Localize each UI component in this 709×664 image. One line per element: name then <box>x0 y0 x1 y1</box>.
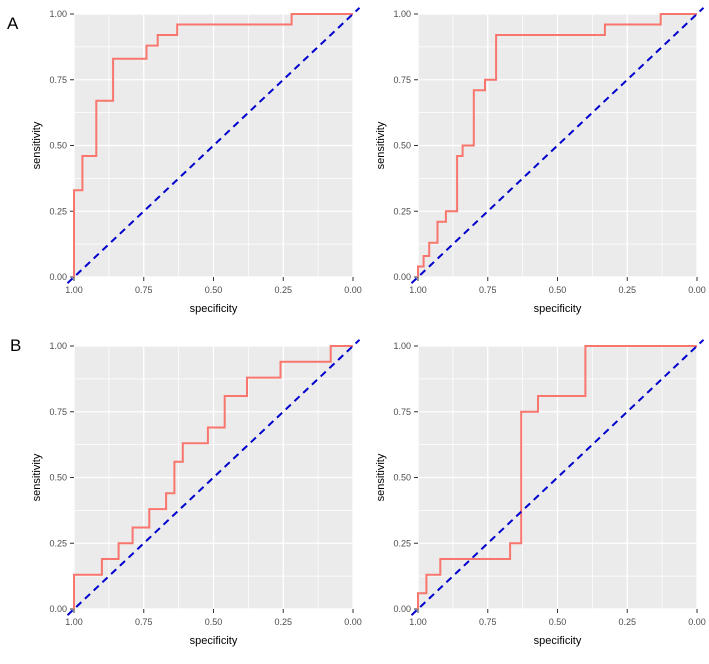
svg-text:1.00: 1.00 <box>393 9 411 19</box>
svg-text:0.75: 0.75 <box>479 285 497 295</box>
svg-text:sensitivity: sensitivity <box>31 121 43 169</box>
svg-text:0.50: 0.50 <box>49 141 67 151</box>
svg-text:specificity: specificity <box>534 303 582 315</box>
svg-text:1.00: 1.00 <box>409 285 427 295</box>
roc-chart-svg: 1.00 0.75 0.50 0.25 0.00 0.00 0.25 0.50 0.75 1.00… <box>375 7 706 315</box>
svg-text:0.25: 0.25 <box>274 285 292 295</box>
svg-text:0.50: 0.50 <box>393 141 411 151</box>
svg-text:0.50: 0.50 <box>393 473 411 483</box>
svg-text:sensitivity: sensitivity <box>375 121 387 169</box>
roc-chart-svg: 1.00 0.75 0.50 0.25 0.00 0.00 0.25 0.50 0.75 1.00… <box>31 7 362 315</box>
svg-text:0.00: 0.00 <box>393 272 411 282</box>
svg-text:0.25: 0.25 <box>618 285 636 295</box>
svg-text:sensitivity: sensitivity <box>31 453 43 501</box>
svg-text:1.00: 1.00 <box>65 285 83 295</box>
svg-text:sensitivity: sensitivity <box>375 453 387 501</box>
svg-text:1.00: 1.00 <box>49 9 67 19</box>
roc-plot-a-right: 1.00 0.75 0.50 0.25 0.00 0.00 0.25 0.50 0.75 1.00… <box>372 4 707 324</box>
svg-text:0.75: 0.75 <box>49 75 67 85</box>
svg-text:0.50: 0.50 <box>205 617 223 627</box>
svg-text:0.25: 0.25 <box>274 617 292 627</box>
panel-label-b: B <box>10 336 22 355</box>
svg-text:0.00: 0.00 <box>344 617 362 627</box>
svg-text:0.50: 0.50 <box>49 473 67 483</box>
svg-text:1.00: 1.00 <box>409 617 427 627</box>
svg-text:0.50: 0.50 <box>549 617 567 627</box>
roc-chart-svg: 1.00 0.75 0.50 0.25 0.00 0.00 0.25 0.50 0.75 1.00… <box>31 339 362 647</box>
roc-plot-b-right: 1.00 0.75 0.50 0.25 0.00 0.00 0.25 0.50 0.75 1.00… <box>372 336 707 656</box>
svg-text:0.50: 0.50 <box>205 285 223 295</box>
svg-text:0.75: 0.75 <box>393 75 411 85</box>
svg-text:0.75: 0.75 <box>135 285 153 295</box>
svg-text:0.00: 0.00 <box>49 272 67 282</box>
svg-text:0.25: 0.25 <box>618 617 636 627</box>
svg-text:0.00: 0.00 <box>49 604 67 614</box>
svg-text:0.00: 0.00 <box>688 285 706 295</box>
panel-label-a: A <box>7 14 19 33</box>
svg-text:0.00: 0.00 <box>393 604 411 614</box>
svg-text:specificity: specificity <box>534 635 582 647</box>
svg-text:0.75: 0.75 <box>393 407 411 417</box>
svg-text:0.25: 0.25 <box>393 538 411 548</box>
svg-text:0.25: 0.25 <box>49 206 67 216</box>
svg-text:specificity: specificity <box>190 303 238 315</box>
svg-text:0.75: 0.75 <box>479 617 497 627</box>
svg-text:0.75: 0.75 <box>49 407 67 417</box>
svg-text:specificity: specificity <box>190 635 238 647</box>
svg-text:0.25: 0.25 <box>49 538 67 548</box>
svg-text:0.50: 0.50 <box>549 285 567 295</box>
roc-plot-a-left: 1.00 0.75 0.50 0.25 0.00 0.00 0.25 0.50 0.75 1.00… <box>28 4 363 324</box>
svg-text:1.00: 1.00 <box>49 341 67 351</box>
svg-text:0.75: 0.75 <box>135 617 153 627</box>
svg-text:1.00: 1.00 <box>393 341 411 351</box>
roc-chart-svg: 1.00 0.75 0.50 0.25 0.00 0.00 0.25 0.50 0.75 1.00… <box>375 339 706 647</box>
roc-plot-b-left: 1.00 0.75 0.50 0.25 0.00 0.00 0.25 0.50 0.75 1.00… <box>28 336 363 656</box>
svg-text:0.00: 0.00 <box>344 285 362 295</box>
svg-text:1.00: 1.00 <box>65 617 83 627</box>
svg-text:0.25: 0.25 <box>393 206 411 216</box>
svg-text:0.00: 0.00 <box>688 617 706 627</box>
